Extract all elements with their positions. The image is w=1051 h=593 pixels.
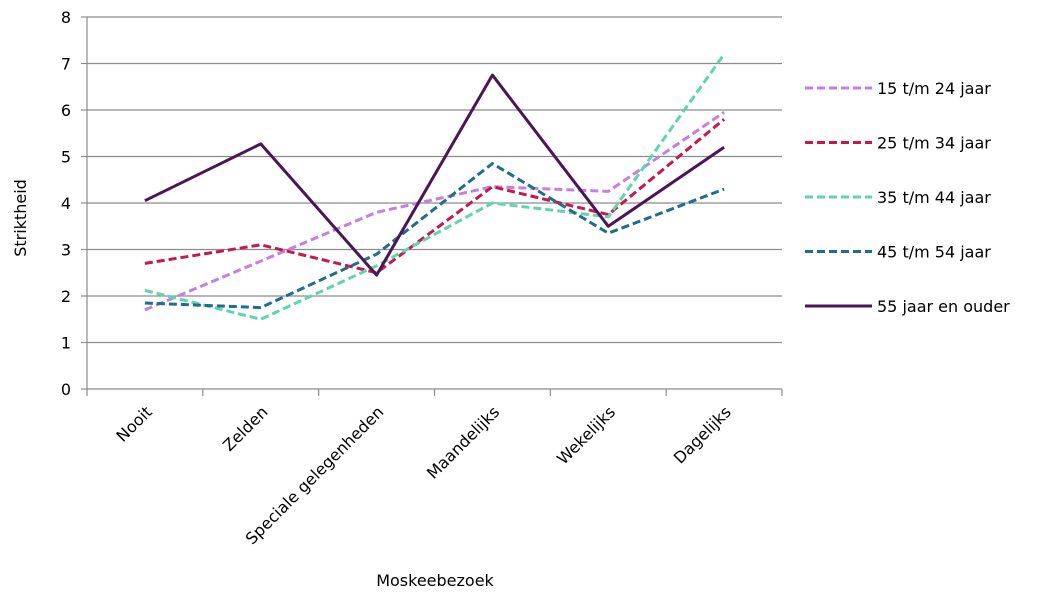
y-axis-title: Striktheid: [11, 179, 30, 257]
y-tick-label: 2: [61, 287, 71, 306]
gridlines: [87, 16, 782, 344]
legend-label: 15 t/m 24 jaar: [877, 79, 991, 98]
x-tick-label: Maandelijks: [423, 402, 503, 482]
series-line: [144, 73, 725, 277]
legend-label: 45 t/m 54 jaar: [877, 243, 991, 262]
legend: 15 t/m 24 jaar 25 t/m 34 jaar 35 t/m 44 ja…: [805, 79, 1010, 316]
legend-label: 55 jaar en ouder: [877, 297, 1010, 316]
x-tick-label: Nooit: [112, 402, 155, 445]
y-tick-label: 6: [61, 101, 71, 120]
legend-label: 25 t/m 34 jaar: [877, 134, 991, 153]
x-axis-title: Moskeebezoek: [376, 571, 494, 590]
x-tick-label: Wekelijks: [553, 402, 619, 468]
legend-label: 35 t/m 44 jaar: [877, 188, 991, 207]
x-tick-label: Dagelijks: [670, 402, 735, 467]
series-line: [144, 53, 726, 321]
series-lines: [144, 53, 726, 321]
series-line: [144, 111, 725, 312]
series-line: [144, 118, 726, 275]
y-tick-label: 5: [61, 148, 71, 167]
axes: [81, 16, 783, 396]
y-tick-label: 7: [61, 55, 71, 74]
y-tick-labels: 0 1 2 3 4 5 6 7 8: [61, 8, 71, 399]
x-tick-label: Zelden: [219, 402, 272, 455]
y-tick-label: 3: [61, 241, 71, 260]
y-tick-label: 4: [61, 194, 71, 213]
x-tick-label: Speciale gelegenheden: [242, 402, 388, 548]
y-tick-label: 1: [61, 334, 71, 353]
y-tick-label: 8: [61, 8, 71, 27]
y-tick-label: 0: [61, 380, 71, 399]
series-line: [144, 162, 725, 310]
